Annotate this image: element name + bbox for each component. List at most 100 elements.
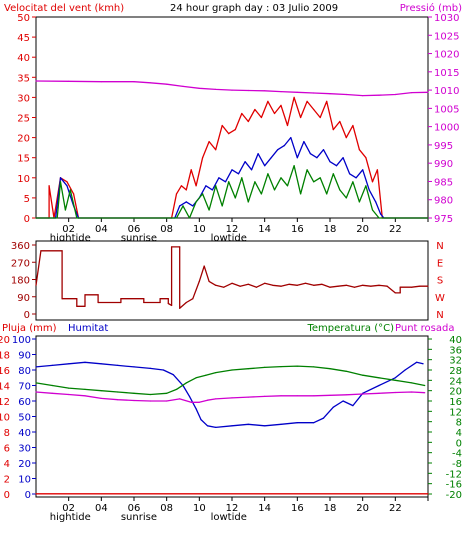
temperature-line-point xyxy=(133,392,135,394)
green-wind-line-point xyxy=(326,193,328,195)
wind-direction-line-point xyxy=(143,301,145,304)
dewpoint-line-point xyxy=(424,392,426,394)
wind-direction-line-point xyxy=(255,286,258,288)
temperature-line-point xyxy=(313,366,315,368)
direction-tick-label: 0 xyxy=(24,310,30,321)
wind-speed-tick-label: 25 xyxy=(17,114,30,125)
rain-tick-label: 2 xyxy=(4,475,10,486)
wind-direction-line-point xyxy=(239,285,241,287)
temperature-axis-title: Temperatura (°C) xyxy=(306,323,394,334)
humidity-line-point xyxy=(149,367,151,369)
dewpoint-line-point xyxy=(313,395,315,397)
temperature-tick-label: 0 xyxy=(456,438,462,449)
green-wind-line-point xyxy=(286,185,289,187)
pressure-line-point xyxy=(378,94,380,96)
temperature-line-point xyxy=(231,369,233,371)
green-wind-line-point xyxy=(188,217,191,219)
humidity-line-point xyxy=(394,377,396,379)
wind-direction-line-point xyxy=(159,298,161,300)
blue-wind-line-point xyxy=(368,189,370,191)
x-tick-label: 14 xyxy=(258,224,271,235)
humidity-tick-label: 60 xyxy=(18,397,31,408)
red-wind-line-point xyxy=(352,124,354,127)
rain-line-point xyxy=(35,493,37,495)
temperature-tick-label: 20 xyxy=(449,387,462,398)
dewpoint-line-point xyxy=(35,391,37,393)
humidity-line-point xyxy=(195,408,197,410)
wind-direction-line-point xyxy=(288,283,290,285)
dewpoint-axis-title: Punt rosada xyxy=(395,323,454,334)
x-tick-label: 06 xyxy=(128,224,141,235)
humidity-line xyxy=(35,361,424,429)
x-marker-label: sunrise xyxy=(121,233,157,244)
red-wind-line-point xyxy=(73,193,75,195)
pressure-line-point xyxy=(264,90,266,92)
dewpoint-line-point xyxy=(166,400,168,402)
blue-wind-line-point xyxy=(59,177,62,179)
wind-direction-line-point xyxy=(280,285,282,287)
pressure-tick-label: 1005 xyxy=(434,104,459,115)
blue-wind-line-point xyxy=(342,157,344,159)
wind-direction-line-point xyxy=(120,301,122,304)
x-tick-label: 02 xyxy=(62,224,75,235)
pressure-line-point xyxy=(362,95,364,97)
blue-wind-line-point xyxy=(66,185,68,187)
blue-wind-line-point xyxy=(244,161,246,163)
dewpoint-line-point xyxy=(206,399,209,401)
wind-direction-line-point xyxy=(40,250,42,252)
pressure-line-point xyxy=(100,81,102,83)
green-wind-line-point xyxy=(202,193,204,195)
x-marker-label: hightide xyxy=(50,512,91,523)
dewpoint-line-point xyxy=(84,395,86,397)
humidity-line-point xyxy=(422,363,424,365)
wind-direction-line-point xyxy=(159,301,161,304)
wind-direction-line-point xyxy=(84,305,86,307)
humidity-line-point xyxy=(35,366,37,368)
rain-tick-label: 14 xyxy=(0,382,10,393)
pressure-tick-label: 975 xyxy=(434,214,453,225)
temperature-tick-label: 40 xyxy=(449,335,462,346)
humidity-line-point xyxy=(172,374,174,376)
wind-direction-line-point xyxy=(329,286,331,288)
wind-direction-line-point xyxy=(411,286,413,288)
green-wind-line-point xyxy=(175,217,178,219)
temperature-tick-label: -4 xyxy=(452,449,462,460)
pressure-axis-title: Pressió (mb) xyxy=(400,2,462,14)
temperature-line-point xyxy=(84,388,86,390)
humidity-line-point xyxy=(231,425,233,427)
x-tick-label: 08 xyxy=(160,503,173,514)
wind-direction-line-point xyxy=(76,298,78,300)
pressure-line xyxy=(35,80,429,97)
green-wind-line-point xyxy=(195,201,197,203)
red-wind-line-point xyxy=(260,116,262,119)
temperature-line-point xyxy=(411,382,413,384)
temperature-tick-label: 32 xyxy=(449,356,462,367)
x-tick-label: 06 xyxy=(128,503,141,514)
wind-direction-line-point xyxy=(304,282,307,284)
wind-direction-line-point xyxy=(399,286,401,288)
red-wind-line-point xyxy=(190,169,192,171)
red-wind-line-point xyxy=(241,112,243,115)
blue-wind-line-point xyxy=(380,213,382,215)
wind-direction-line-point xyxy=(370,285,372,287)
blue-wind-line-point xyxy=(303,141,305,143)
pressure-line-point xyxy=(35,80,37,82)
green-wind-line-point xyxy=(76,217,78,219)
humidity-line-point xyxy=(215,426,217,428)
dewpoint-line-point xyxy=(378,392,380,394)
direction-tick-label: 270 xyxy=(11,258,30,269)
dewpoint-line-point xyxy=(215,398,217,400)
humidity-tick-label: 10 xyxy=(18,475,31,486)
temperature-line-point xyxy=(378,377,380,379)
wind-direction-line-point xyxy=(179,246,181,248)
temperature-line-point xyxy=(280,366,282,368)
red-wind-line-point xyxy=(313,108,315,111)
wind-direction-line-point xyxy=(362,284,364,286)
dewpoint-line-point xyxy=(280,395,282,397)
red-wind-line-point xyxy=(228,133,230,135)
x-tick-label: 14 xyxy=(258,503,271,514)
wind-direction-line-point xyxy=(215,284,217,286)
wind-direction-line-point xyxy=(203,265,205,267)
x-tick-label: 10 xyxy=(193,503,206,514)
